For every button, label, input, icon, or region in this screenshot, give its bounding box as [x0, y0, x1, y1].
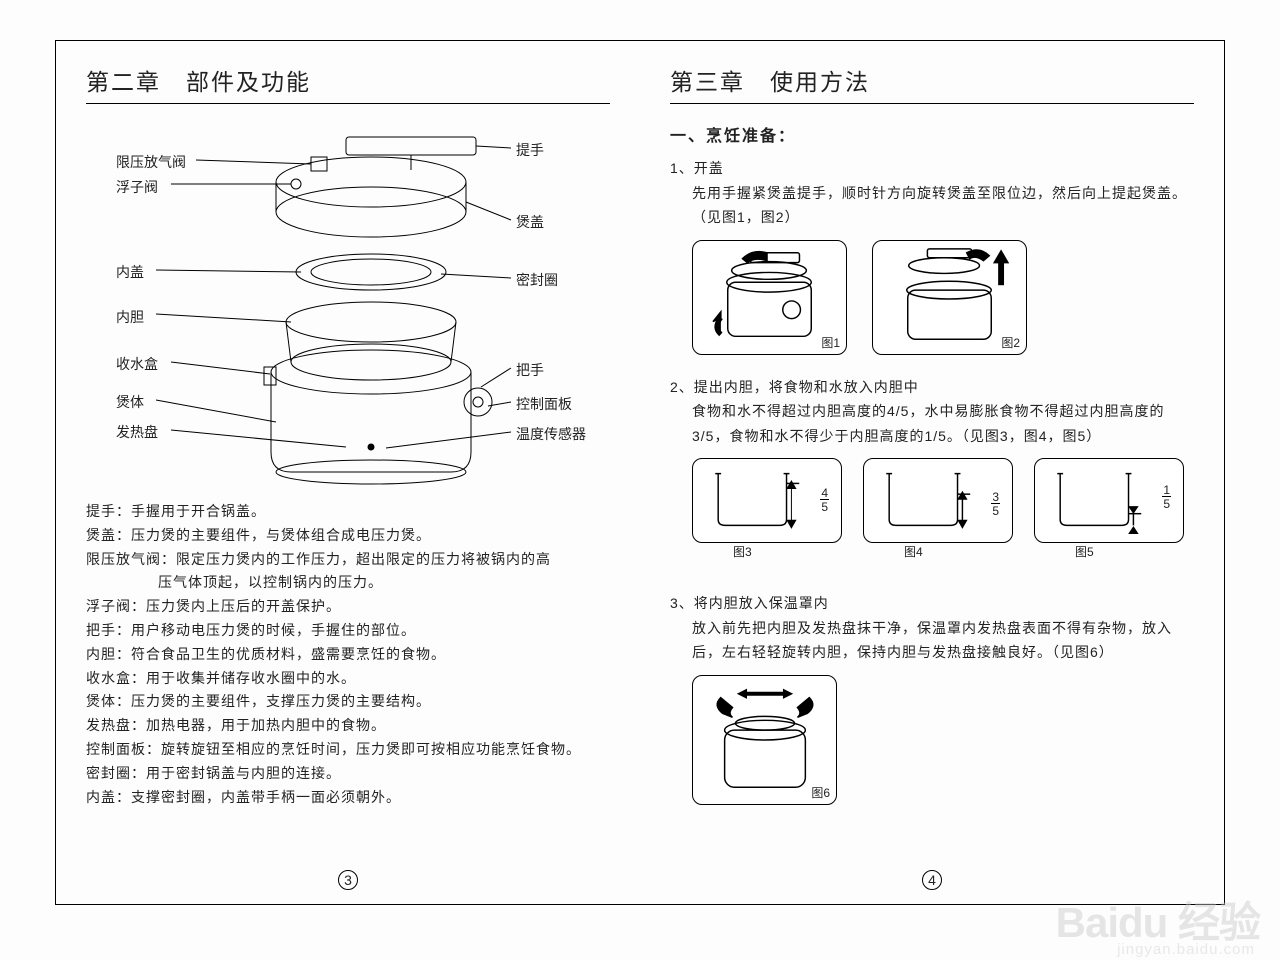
step-3: 3、将内胆放入保温罩内 放入前先把内胆及发热盘抹干净，保温罩内发热盘表面不得有杂… [670, 591, 1194, 665]
fraction-icon: 35 [991, 491, 1000, 517]
label-valve: 限压放气阀 [116, 152, 186, 172]
desc-line: 控制面板：旋转旋钮至相应的烹饪时间，压力煲即可按相应功能烹饪食物。 [86, 738, 610, 762]
label-handle: 提手 [516, 140, 544, 160]
page-number-right: 4 [922, 870, 942, 890]
page-border: 第二章 部件及功能 [55, 40, 1225, 905]
figure-2: 图2 [872, 240, 1027, 355]
figure-caption: 图1 [821, 334, 840, 351]
desc-line: 内胆：符合食品卫生的优质材料，盛需要烹饪的食物。 [86, 643, 610, 667]
figure-caption: 图6 [811, 784, 830, 801]
label-sensor: 温度传感器 [516, 424, 586, 444]
step-1: 1、开盖 先用手握紧煲盖提手，顺时针方向旋转煲盖至限位边，然后向上提起煲盖。（见… [670, 156, 1194, 230]
desc-line: 收水盒：用于收集并储存收水圈中的水。 [86, 667, 610, 691]
chapter3-title: 第三章 使用方法 [670, 63, 1194, 104]
figure-caption: 图4 [904, 543, 972, 560]
desc-line: 煲体：压力煲的主要组件，支撑压力煲的主要结构。 [86, 690, 610, 714]
label-float: 浮子阀 [116, 177, 158, 197]
label-waterbox: 收水盒 [116, 354, 158, 374]
watermark-sub: jingyan.baidu.com [1117, 941, 1255, 958]
desc-line: 提手：手握用于开合锅盖。 [86, 500, 610, 524]
right-page: 第三章 使用方法 一、烹饪准备： 1、开盖 先用手握紧煲盖提手，顺时针方向旋转煲… [640, 41, 1224, 904]
desc-line: 浮子阀：压力煲内上压后的开盖保护。 [86, 595, 610, 619]
figure-caption: 图5 [1075, 543, 1143, 560]
label-lid: 煲盖 [516, 212, 544, 232]
figures-row-1: 图1 图2 [692, 240, 1194, 355]
figure-caption: 图2 [1001, 334, 1020, 351]
desc-line: 密封圈：用于密封锅盖与内胆的连接。 [86, 762, 610, 786]
label-panel: 控制面板 [516, 394, 572, 414]
label-body: 煲体 [116, 392, 144, 412]
label-innerpot: 内胆 [116, 307, 144, 327]
figure-1: 图1 [692, 240, 847, 355]
desc-line: 压气体顶起，以控制锅内的压力。 [86, 571, 610, 595]
parts-diagram: 限压放气阀 浮子阀 内盖 内胆 收水盒 煲体 发热盘 提手 煲盖 密封圈 把手 … [86, 122, 610, 482]
figures-row-3: 图6 [692, 675, 1194, 805]
figure-6: 图6 [692, 675, 837, 805]
label-innerlid: 内盖 [116, 262, 144, 282]
desc-line: 内盖：支撑密封圈，内盖带手柄一面必须朝外。 [86, 786, 610, 810]
left-page: 第二章 部件及功能 [56, 41, 640, 904]
step-2: 2、提出内胆，将食物和水放入内胆中 食物和水不得超过内胆高度的4/5，水中易膨胀… [670, 375, 1194, 449]
desc-line: 煲盖：压力煲的主要组件，与煲体组合成电压力煲。 [86, 524, 610, 548]
figure-4: 35 图4 [863, 458, 1013, 543]
parts-descriptions: 提手：手握用于开合锅盖。 煲盖：压力煲的主要组件，与煲体组合成电压力煲。 限压放… [86, 500, 610, 809]
page-number-left: 3 [338, 870, 358, 890]
desc-line: 限压放气阀：限定压力煲内的工作压力，超出限定的压力将被锅内的高 [86, 548, 610, 572]
fraction-icon: 15 [1162, 484, 1171, 510]
chapter2-title: 第二章 部件及功能 [86, 63, 610, 104]
label-heater: 发热盘 [116, 422, 158, 442]
figure-caption: 图3 [733, 543, 801, 560]
figure-5: 15 图5 [1034, 458, 1184, 543]
desc-line: 把手：用户移动电压力煲的时候，手握住的部位。 [86, 619, 610, 643]
desc-line: 发热盘：加热电器，用于加热内胆中的食物。 [86, 714, 610, 738]
label-seal: 密封圈 [516, 270, 558, 290]
label-grip: 把手 [516, 360, 544, 380]
figures-row-2: 45 图3 35 图4 [692, 458, 1184, 543]
figure-3: 45 图3 [692, 458, 842, 543]
section-heading: 一、烹饪准备： [670, 122, 1194, 146]
fraction-icon: 45 [820, 487, 829, 513]
